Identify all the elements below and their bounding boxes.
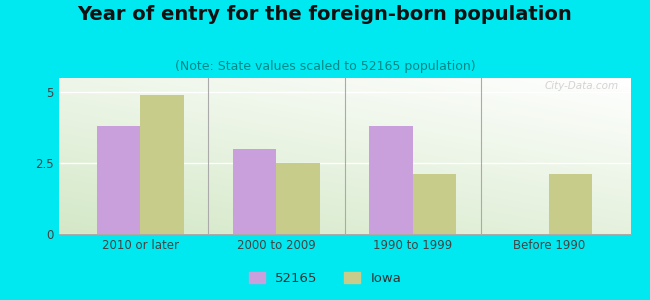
- Bar: [369, 126, 413, 234]
- Bar: [276, 163, 320, 234]
- Bar: [413, 174, 456, 234]
- Text: Year of entry for the foreign-born population: Year of entry for the foreign-born popul…: [77, 4, 573, 23]
- Text: City-Data.com: City-Data.com: [545, 81, 619, 91]
- Text: (Note: State values scaled to 52165 population): (Note: State values scaled to 52165 popu…: [175, 60, 475, 73]
- Bar: [549, 174, 592, 234]
- Bar: [140, 95, 184, 234]
- Bar: [233, 149, 276, 234]
- Bar: [97, 126, 140, 234]
- Legend: 52165, Iowa: 52165, Iowa: [244, 267, 406, 290]
